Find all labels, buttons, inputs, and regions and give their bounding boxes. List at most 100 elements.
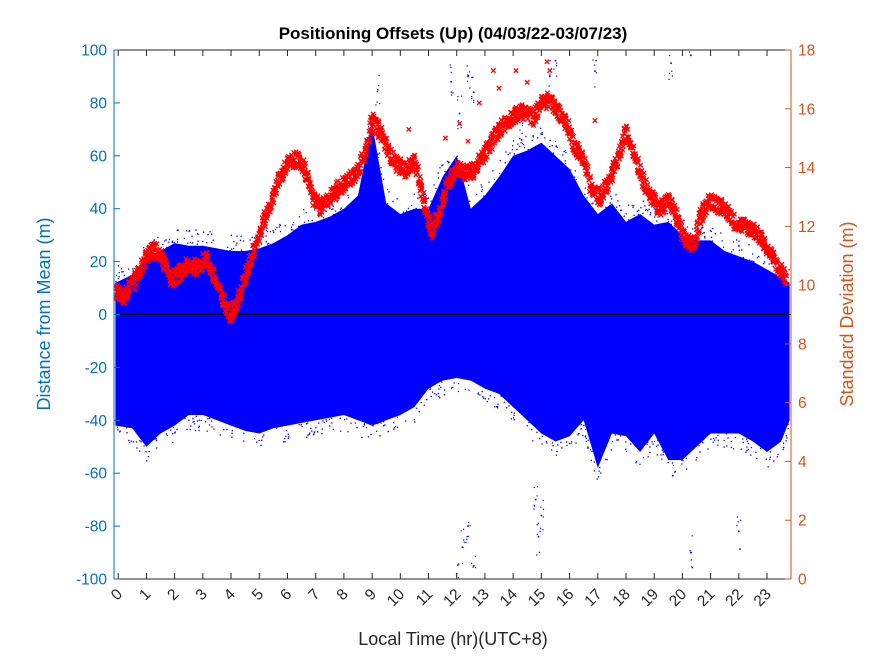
offset-point [231,429,233,432]
chart-title: Positioning Offsets (Up) (04/03/22-03/07… [279,24,628,43]
offset-point [117,277,120,280]
offset-outlier-point [536,533,538,535]
offset-point [672,464,674,466]
stddev-point [417,178,423,185]
offset-point [763,261,766,263]
offset-point [750,446,753,449]
offset-point [662,454,664,456]
offset-outlier-point [452,92,454,94]
offset-point [300,424,302,426]
offset-point [261,439,263,441]
offset-point [482,396,484,398]
offset-point [769,456,771,458]
stddev-point [782,281,788,287]
offset-point [321,433,323,435]
offset-point [493,396,496,399]
stddev-point [297,154,303,160]
offset-point [633,214,635,216]
offset-outlier-point [376,101,378,103]
offset-point [198,425,200,427]
offset-outlier-point [540,527,542,529]
offset-point [746,440,748,442]
offset-point [309,432,311,434]
offset-point [321,428,323,430]
offset-point [563,150,565,153]
offset-point [763,263,765,265]
right-tick-label: 4 [798,454,807,471]
stddev-point [390,149,397,155]
stddev-point [350,180,356,187]
offset-point [196,232,199,235]
offset-point [619,209,622,211]
stddev-point [285,166,291,172]
offset-point [565,152,567,154]
offset-point [511,411,513,413]
stddev-point [140,260,147,266]
offset-point [477,392,479,394]
offset-point [323,421,325,424]
offset-point [242,240,245,242]
offset-point [116,426,119,428]
offset-point [666,213,669,215]
stddev-point [244,273,251,280]
offset-point [488,181,490,183]
stddev-point [363,151,370,157]
offset-point [661,449,663,451]
offset-point [186,230,188,232]
offset-outlier-point [471,97,473,99]
stddev-point [205,253,211,259]
offset-point [504,162,506,164]
offset-point [116,274,118,277]
offset-point [560,441,562,443]
stddev-point [679,223,685,229]
offset-point [566,441,568,443]
offset-point [656,454,658,456]
offset-point [393,427,396,429]
offset-point [283,441,285,443]
offset-outlier-point [472,91,475,94]
offset-point [438,388,440,390]
offset-point [148,451,150,453]
stddev-point [411,155,417,161]
offset-point [370,433,372,436]
offset-point [337,199,339,201]
offset-outlier-point [457,95,459,98]
stddev-point [443,190,449,196]
offset-point [262,436,264,438]
stddev-point [418,185,425,191]
offset-point [584,187,587,189]
offset-point [783,447,785,449]
stddev-point [334,178,341,184]
offset-point [616,439,618,441]
stddev-point [268,204,275,211]
offset-point [380,167,382,169]
offset-point [136,447,138,449]
offset-point [301,425,303,428]
offset-point [173,241,175,243]
offset-outlier-point [542,508,545,510]
offset-point [176,428,178,431]
stddev-point [545,103,552,110]
offset-point [653,440,656,443]
offset-point [726,445,728,447]
offset-point [580,424,582,426]
offset-point [746,438,748,440]
offset-outlier-point [471,77,473,79]
stddev-point [307,179,313,186]
offset-point [597,476,600,478]
offset-point [686,226,689,228]
stddev-point [696,228,702,234]
offset-outlier-point [473,99,475,101]
stddev-point [415,163,422,170]
offset-point [255,234,257,236]
offset-outlier-point [542,499,544,501]
stddev-point [154,241,160,247]
stddev-point [273,190,280,197]
offset-point [787,427,789,430]
offset-point [239,239,242,241]
offset-point [211,233,213,235]
stddev-point [218,295,224,301]
offset-point [388,191,390,193]
offset-point [615,194,617,196]
offset-point [701,226,704,228]
